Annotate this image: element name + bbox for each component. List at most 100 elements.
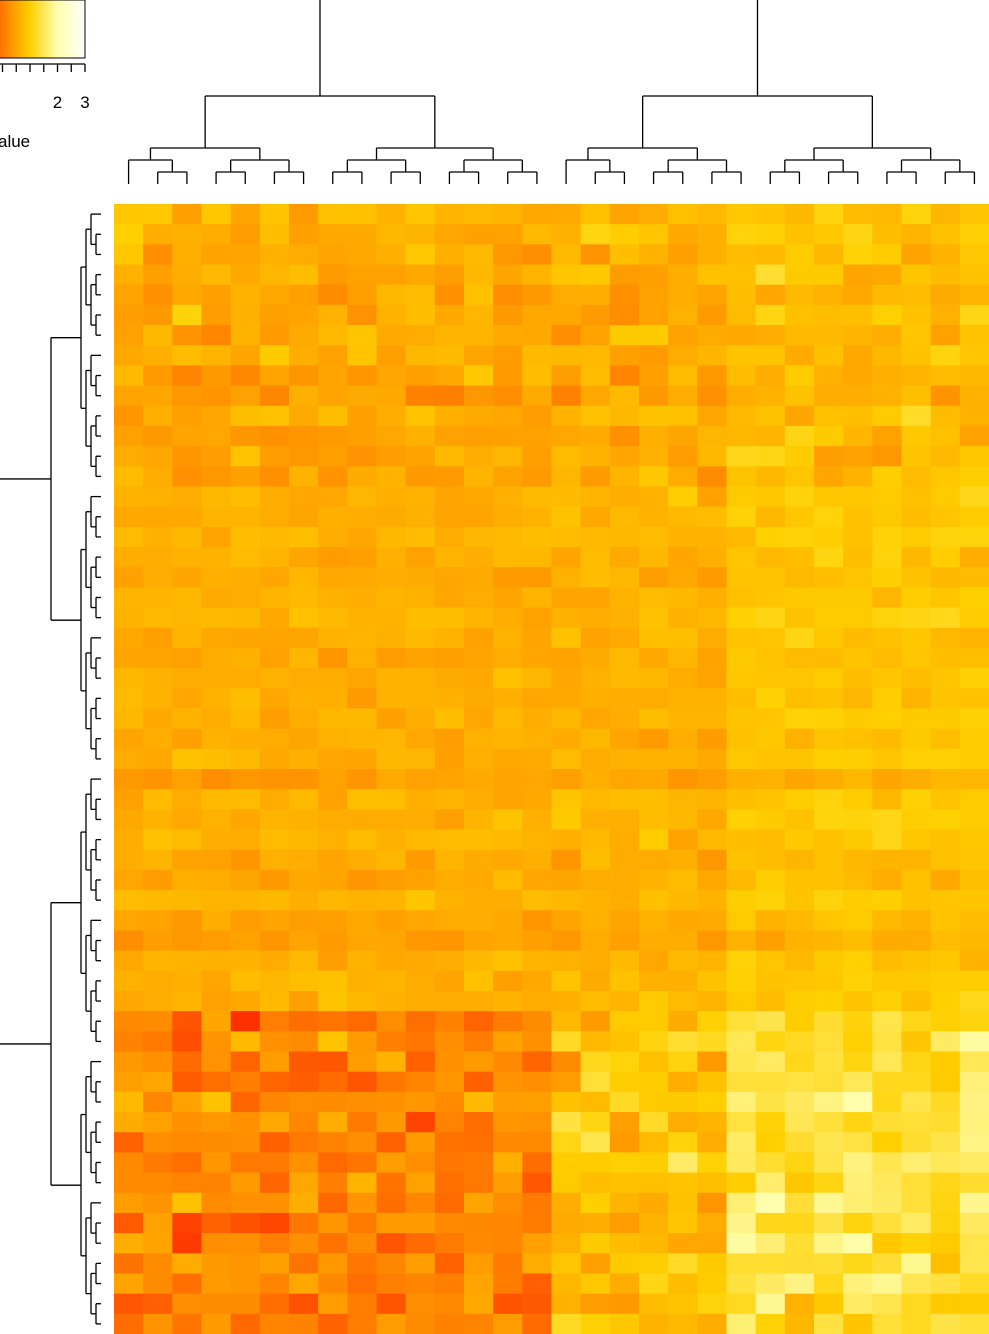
heatmap-cell [843,890,873,911]
heatmap-cell [609,849,640,871]
heatmap-cell [697,748,728,770]
heatmap-cell [668,607,698,629]
heatmap-cell [289,1212,319,1234]
heatmap-cell [959,607,989,629]
heatmap-cell [697,849,728,871]
heatmap-cell [668,204,698,225]
heatmap-cell [872,1273,903,1295]
heatmap-cell [784,607,815,629]
heatmap-cell [814,587,844,609]
heatmap-cell [201,668,232,689]
heatmap-cell [930,325,961,346]
heatmap-cell [726,264,757,286]
heatmap-cell [930,466,961,488]
heatmap-cell [318,1253,348,1275]
heatmap-cell [930,1293,961,1315]
heatmap-cell [609,769,640,790]
heatmap-cell [522,668,553,689]
heatmap-cell [668,365,698,387]
heatmap-cell [522,1112,553,1133]
heatmap-cell [872,1313,903,1334]
heatmap-cell [114,385,144,407]
heatmap-cell [318,647,348,669]
heatmap-cell [697,284,728,306]
heatmap-cell [259,930,290,952]
heatmap-cell [522,446,553,467]
heatmap-cell [901,607,932,629]
heatmap-cell [405,910,436,932]
heatmap-cell [376,950,407,972]
heatmap-cell [668,1112,698,1133]
heatmap-cell [230,1293,261,1315]
heatmap-cell [959,668,989,689]
heatmap-cell [289,547,319,568]
heatmap-cell [726,769,757,790]
heatmap-cell [609,345,640,367]
heatmap-cell [726,204,757,225]
heatmap-cell [143,466,173,488]
heatmap-cell [434,849,465,871]
heatmap-cell [434,1071,465,1093]
heatmap-cell [318,910,348,932]
heatmap-cell [230,708,261,730]
heatmap-cell [551,204,582,225]
heatmap-cell [464,769,494,790]
heatmap-cell [814,1091,844,1113]
heatmap-cell [172,325,203,346]
heatmap-cell [959,567,989,588]
heatmap-cell [697,506,728,528]
heatmap-cell [755,647,786,669]
heatmap-cell [580,1071,611,1093]
heatmap-cell [434,1011,465,1032]
heatmap-cell [697,425,728,447]
heatmap-cell [959,486,989,508]
heatmap-cell [522,547,553,568]
heatmap-cell [580,204,611,225]
heatmap-cell [376,506,407,528]
heatmap-cell [347,627,378,649]
heatmap-cell [697,587,728,609]
heatmap-cell [639,466,669,488]
heatmap-cell [493,466,523,488]
heatmap-cell [376,304,407,326]
heatmap-cell [639,930,669,952]
heatmap-cell [580,526,611,548]
heatmap-cell [843,1192,873,1214]
heatmap-cell [259,425,290,447]
heatmap-cell [376,668,407,689]
heatmap-cell [639,547,669,568]
heatmap-cell [872,607,903,629]
heatmap-cell [609,728,640,750]
heatmap-cell [551,1313,582,1334]
heatmap-cell [843,688,873,710]
heatmap-cell [347,1152,378,1174]
heatmap-cell [755,1253,786,1275]
heatmap-cell [814,1233,844,1254]
heatmap-cell [726,829,757,851]
heatmap-cell [551,224,582,245]
heatmap-cell [172,204,203,225]
heatmap-cell [464,1253,494,1275]
heatmap-cell [289,1273,319,1295]
heatmap-cell [930,385,961,407]
heatmap-cell [901,385,932,407]
heatmap-cell [580,425,611,447]
heatmap-cell [318,405,348,427]
heatmap-cell [522,849,553,871]
heatmap-cell [959,970,989,992]
heatmap-cell [143,990,173,1012]
heatmap-cell [755,849,786,871]
heatmap-cell [930,869,961,891]
heatmap-cell [172,486,203,508]
heatmap-cell [639,1071,669,1093]
heatmap-cell [726,647,757,669]
heatmap-cell [784,1233,815,1254]
heatmap-cell [726,990,757,1012]
heatmap-cell [493,284,523,306]
heatmap-cell [697,385,728,407]
heatmap-cell [551,284,582,306]
heatmap-cell [464,425,494,447]
heatmap-cell [114,930,144,952]
heatmap-cell [668,930,698,952]
heatmap-cell [814,1112,844,1133]
